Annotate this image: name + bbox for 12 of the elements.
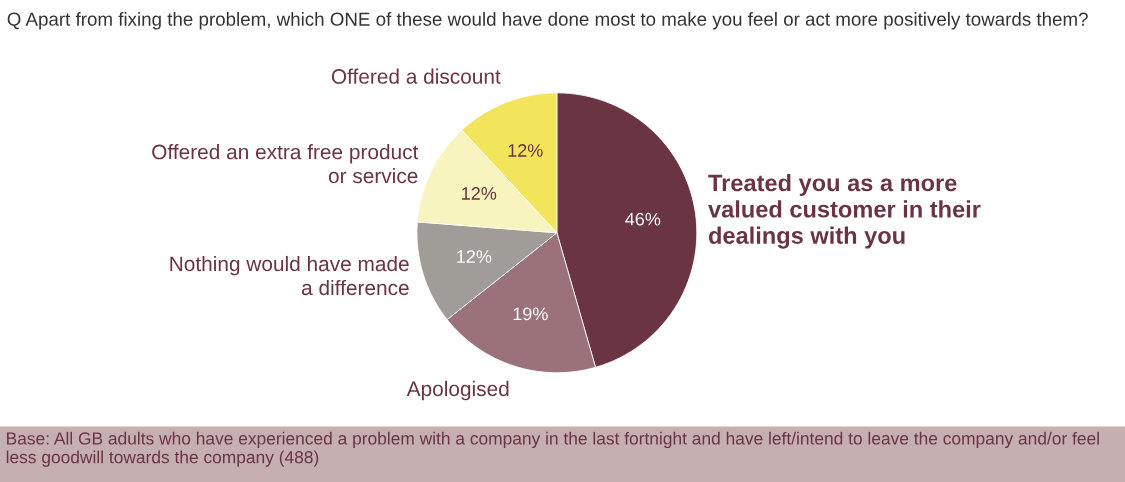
slice-label: Offered a discount	[331, 68, 501, 84]
data-label: 12%	[457, 250, 492, 263]
slice-label: Apologised	[406, 380, 509, 401]
text: Base: All GB adults who have experienced a problem with a company in the last fortnight and have left/intend to leave the company and/or feel less goodwill towards the company (488)	[6, 431, 1099, 467]
slice-label: Nothing would have made a difference	[170, 255, 409, 296]
data-label: 46%	[625, 212, 661, 226]
chart-title: Q Apart from fixing the problem, which ONE of these would have done most to make you feel or act more positively towards them?	[7, 12, 1088, 30]
data-label: 12%	[462, 187, 497, 200]
slice-label: Offered an extra free product or service	[152, 144, 419, 184]
data-label: 19%	[513, 307, 548, 321]
data-label: 12%	[508, 144, 543, 157]
slice-label: Treated you as a more valued customer in their dealings with you	[708, 173, 981, 249]
